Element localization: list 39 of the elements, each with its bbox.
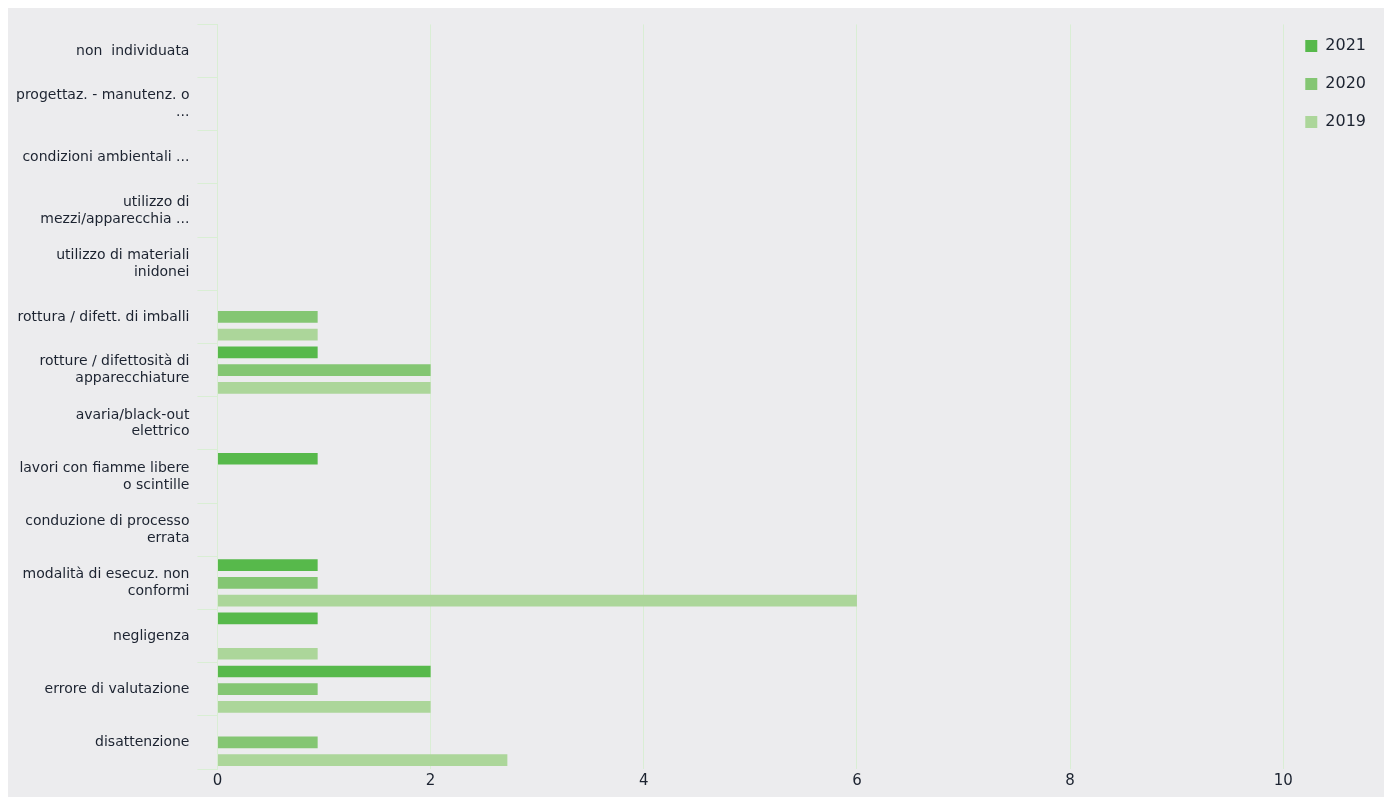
x-tick-label: 2	[425, 770, 436, 789]
y-tick-label: rottura / difett. di imballi	[17, 307, 190, 324]
y-tick-label: utilizzo di materiali inidonei	[56, 245, 190, 279]
bar	[217, 452, 318, 465]
x-tick-label: 10	[1273, 770, 1293, 789]
bar	[217, 754, 508, 766]
bar	[217, 647, 318, 660]
y-tick-label: disattenzione	[95, 733, 190, 750]
bar	[217, 364, 431, 376]
y-tick-label: errore di valutazione	[44, 679, 190, 696]
y-tick-label: lavori con fiamme libere o scintille	[19, 458, 190, 492]
legend-label: 2020	[1325, 73, 1366, 93]
bar	[217, 736, 318, 749]
bar	[217, 577, 318, 589]
x-tick-label: 0	[212, 770, 223, 789]
legend-label: 2019	[1325, 111, 1366, 131]
bar	[217, 328, 318, 341]
bar	[217, 559, 318, 571]
bar	[217, 701, 431, 713]
y-tick-label: non individuata	[76, 41, 190, 58]
y-tick-label: progettaz. - manutenz. o ...	[15, 86, 190, 120]
y-tick-label: negligenza	[113, 626, 190, 643]
x-tick-label: 6	[852, 770, 862, 789]
y-tick-label: avaria/black-out elettrico	[75, 405, 190, 439]
y-tick-label: utilizzo di mezzi/apparecchia ...	[40, 192, 190, 226]
bar	[217, 346, 318, 359]
bar	[217, 311, 318, 323]
bar	[217, 594, 857, 607]
y-tick-label: rotture / difettosità di apparecchiature	[39, 352, 190, 386]
x-tick-label: 8	[1065, 770, 1075, 789]
bar	[217, 381, 431, 394]
bar	[217, 665, 431, 678]
y-tick-label: modalità di esecuz. non conformi	[22, 565, 190, 598]
x-tick-label: 4	[639, 770, 649, 789]
y-tick-label: conduzione di processo errata	[25, 511, 190, 545]
y-tick-label: condizioni ambientali ...	[22, 148, 190, 164]
bar	[217, 612, 318, 625]
legend-label: 2021	[1325, 35, 1366, 55]
bar	[217, 683, 318, 696]
